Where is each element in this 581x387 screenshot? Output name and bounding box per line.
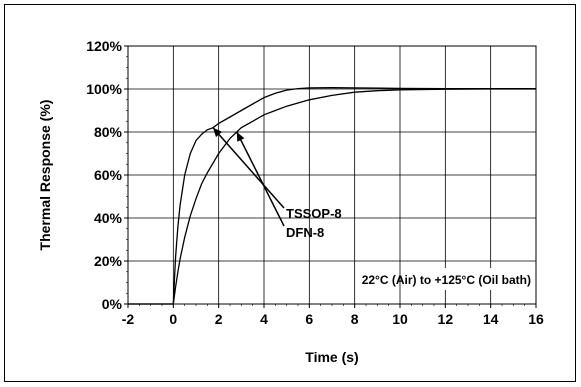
- y-axis-title: Thermal Response (%): [37, 100, 53, 251]
- x-tick-label: 2: [215, 311, 223, 327]
- series-line-dfn-8: [128, 88, 536, 305]
- y-tick-label: 0%: [102, 296, 123, 312]
- x-tick-label: 4: [260, 311, 268, 327]
- x-tick-label: 8: [351, 311, 359, 327]
- series-line-tssop-8: [128, 87, 536, 305]
- y-tick-label: 60%: [94, 167, 123, 183]
- condition-note-bg: [415, 268, 534, 290]
- annotation-arrowhead: [213, 127, 222, 138]
- tick-labels: -2 0 2 4 6 8 10 12 14 16 0% 20% 40% 60% 80% 100% 120%: [86, 38, 544, 327]
- plot-area-border: [127, 45, 537, 305]
- x-tick-label: 0: [169, 311, 177, 327]
- y-tick-label: 80%: [94, 124, 123, 140]
- series-layer: [128, 87, 536, 305]
- x-tick-label: 12: [438, 311, 454, 327]
- x-tick-label: 10: [392, 311, 408, 327]
- x-tick-label: 14: [483, 311, 499, 327]
- chart-frame: [4, 4, 576, 382]
- x-tick-label: -2: [122, 311, 135, 327]
- y-tick-label: 100%: [86, 81, 122, 97]
- annotation-arrowhead: [236, 132, 245, 142]
- annotation-arrow-line: [236, 131, 285, 227]
- annotation-arrow-line: [212, 127, 285, 209]
- y-tick-label: 20%: [94, 253, 123, 269]
- y-tick-label: 40%: [94, 210, 123, 226]
- annotation-label: DFN-8: [286, 225, 324, 240]
- condition-note: 22°C (Air) to +125°C (Oil bath): [362, 273, 531, 287]
- y-tick-label: 120%: [86, 38, 122, 54]
- x-tick-label: 6: [305, 311, 313, 327]
- x-tick-label: 16: [528, 311, 544, 327]
- annotation-label: TSSOP-8: [286, 206, 342, 221]
- x-axis-title: Time (s): [305, 349, 358, 365]
- annotations: TSSOP-8 DFN-8: [212, 127, 342, 240]
